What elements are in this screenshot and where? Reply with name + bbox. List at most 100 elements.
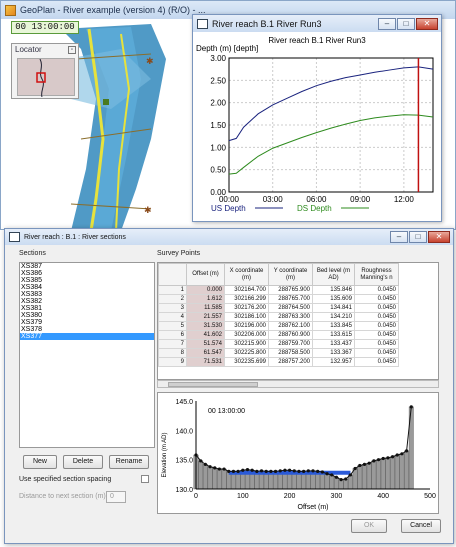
sections-titlebar[interactable]: River reach : B.1 : River sections – □ ✕ — [5, 229, 453, 245]
cross-section-chart[interactable]: 00 13:00:00 Elevation (m AD) Offset (m) 130… — [157, 392, 439, 514]
survey-point[interactable] — [222, 467, 226, 471]
table-cell[interactable]: 302164.700 — [224, 285, 269, 295]
table-row[interactable]: 3 11.585 302176.200 288764.500 134.841 0.0450 — [158, 303, 399, 313]
table-cell[interactable]: 288762.100 — [268, 321, 313, 331]
section-list-item[interactable]: XS380 — [21, 312, 43, 319]
section-list[interactable]: XS387 XS386 XS385 XS384 XS383 XS382 XS381 XS380… — [19, 262, 155, 448]
minimize-button[interactable]: – — [390, 231, 408, 243]
survey-point[interactable] — [217, 467, 221, 471]
table-cell[interactable]: 132.957 — [312, 357, 355, 367]
section-list-item[interactable]: XS382 — [21, 298, 43, 305]
table-row[interactable]: 6 41.602 302206.000 288760.900 133.615 0.0450 — [158, 330, 399, 340]
table-cell[interactable]: 0.0450 — [354, 348, 399, 358]
section-list-item[interactable]: XS386 — [21, 270, 43, 277]
table-cell[interactable]: 0.0450 — [354, 321, 399, 331]
survey-point[interactable] — [269, 469, 273, 473]
survey-point[interactable] — [264, 469, 268, 473]
survey-point[interactable] — [400, 452, 404, 456]
table-cell[interactable]: 302235.699 — [224, 357, 269, 367]
survey-point[interactable] — [245, 468, 250, 472]
maximize-button[interactable]: □ — [409, 231, 427, 243]
table-cell[interactable]: 302206.000 — [224, 330, 269, 340]
profile-titlebar[interactable]: River reach B.1 River Run3 – □ ✕ — [193, 15, 441, 32]
table-row[interactable]: 4 21.557 302186.100 288763.300 134.210 0.0450 — [158, 312, 399, 322]
survey-point[interactable] — [199, 459, 203, 463]
survey-point[interactable] — [316, 469, 320, 473]
section-list-item[interactable]: XS383 — [21, 291, 43, 298]
survey-point[interactable] — [320, 470, 324, 474]
table-cell[interactable]: 133.615 — [312, 330, 355, 340]
table-cell[interactable]: 134.210 — [312, 312, 355, 322]
table-row[interactable]: 7 51.574 302215.900 288759.700 133.437 0.0450 — [158, 339, 399, 349]
table-cell[interactable]: 288765.700 — [268, 294, 313, 304]
survey-point[interactable] — [381, 456, 385, 461]
table-cell[interactable]: 0.0450 — [354, 294, 399, 304]
survey-point[interactable] — [362, 462, 367, 466]
survey-point[interactable] — [236, 469, 240, 473]
survey-point[interactable] — [372, 459, 376, 463]
table-cell[interactable]: 288758.500 — [268, 348, 313, 358]
survey-point[interactable] — [353, 466, 357, 471]
survey-point[interactable] — [339, 478, 343, 482]
survey-point[interactable] — [367, 461, 371, 465]
table-cell[interactable]: 135.609 — [312, 294, 355, 304]
survey-point[interactable] — [227, 469, 231, 473]
table-cell[interactable]: 11.585 — [186, 303, 225, 313]
survey-point[interactable] — [278, 469, 282, 473]
table-cell[interactable]: 288759.700 — [268, 339, 313, 349]
table-cell[interactable]: 0.0450 — [354, 357, 399, 367]
survey-point[interactable] — [386, 456, 390, 460]
table-cell[interactable]: 31.530 — [186, 321, 225, 331]
minimize-button[interactable]: – — [378, 17, 396, 30]
table-cell[interactable]: 288763.300 — [268, 312, 313, 322]
survey-point[interactable] — [311, 469, 315, 473]
table-cell[interactable]: 302166.299 — [224, 294, 269, 304]
table-cell[interactable]: 0.0450 — [354, 339, 399, 349]
ok-button[interactable]: OK — [351, 519, 387, 533]
table-cell[interactable]: 135.846 — [312, 285, 355, 295]
table-cell[interactable]: 41.602 — [186, 330, 225, 340]
survey-point[interactable] — [241, 468, 245, 472]
section-list-item[interactable]: XS378 — [21, 326, 43, 333]
survey-point[interactable] — [395, 453, 399, 457]
table-row[interactable]: 5 31.530 302196.000 288762.100 133.845 0.0450 — [158, 321, 399, 331]
survey-points-grid[interactable]: Offset (m) X coordinate (m) Y coordinate (… — [157, 262, 439, 380]
locator-close-icon[interactable]: ▫ — [68, 45, 76, 54]
table-cell[interactable]: 133.845 — [312, 321, 355, 331]
table-cell[interactable]: 61.547 — [186, 348, 225, 358]
scrollbar-thumb[interactable] — [168, 382, 258, 387]
table-cell[interactable]: 133.367 — [312, 348, 355, 358]
survey-point[interactable] — [325, 472, 329, 476]
section-list-item[interactable]: XS387 — [21, 263, 43, 270]
survey-point[interactable] — [390, 455, 395, 459]
survey-point[interactable] — [213, 466, 217, 470]
horizontal-scrollbar[interactable] — [157, 380, 439, 388]
column-header[interactable]: Bed level (m AD) — [312, 263, 355, 286]
delete-button[interactable]: Delete — [63, 455, 103, 469]
table-cell[interactable]: 302186.100 — [224, 312, 269, 322]
survey-point[interactable] — [306, 469, 310, 473]
survey-point[interactable] — [376, 458, 381, 462]
table-cell[interactable]: 134.841 — [312, 303, 355, 313]
table-cell[interactable]: 302225.800 — [224, 348, 269, 358]
survey-point[interactable] — [250, 468, 254, 472]
depth-chart[interactable]: River reach B.1 River Run3 Depth (m) [dep… — [193, 32, 441, 222]
survey-point[interactable] — [283, 468, 287, 472]
survey-point[interactable] — [358, 463, 362, 468]
survey-point[interactable] — [330, 473, 334, 477]
column-header[interactable]: Offset (m) — [186, 263, 225, 286]
cancel-button[interactable]: Cancel — [401, 519, 441, 533]
survey-point[interactable] — [273, 469, 278, 473]
table-cell[interactable]: 302215.900 — [224, 339, 269, 349]
table-row[interactable]: 2 1.612 302166.299 288765.700 135.609 0.0450 — [158, 294, 399, 304]
close-button[interactable]: ✕ — [428, 231, 450, 243]
table-cell[interactable]: 0.0450 — [354, 330, 399, 340]
survey-point[interactable] — [344, 477, 348, 481]
close-button[interactable]: ✕ — [416, 17, 438, 30]
section-list-item[interactable]: XS377 — [20, 333, 154, 340]
table-cell[interactable]: 302176.200 — [224, 303, 269, 313]
section-list-item[interactable]: XS384 — [21, 284, 43, 291]
table-cell[interactable]: 133.437 — [312, 339, 355, 349]
table-cell[interactable]: 302196.000 — [224, 321, 269, 331]
survey-point[interactable] — [288, 468, 292, 472]
